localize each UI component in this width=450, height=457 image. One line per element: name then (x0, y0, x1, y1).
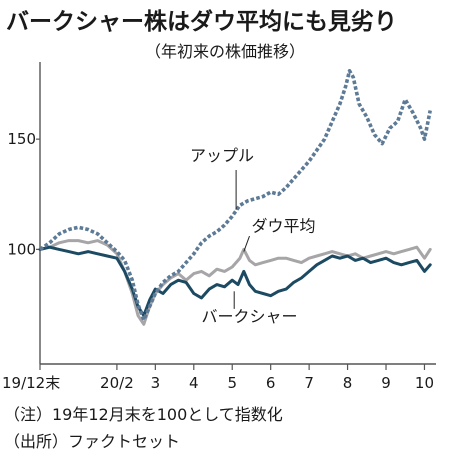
chart-series (38, 69, 432, 326)
chart-source: （出所）ファクトセット (4, 432, 181, 451)
x-tick-label: 4 (189, 374, 199, 392)
chart-axes (36, 62, 436, 370)
chart-tick-labels: 100 150 19/12末 20/2 3 4 5 6 7 8 9 10 (2, 130, 434, 392)
y-tick-label: 150 (7, 130, 36, 148)
x-tick-label: 8 (343, 374, 353, 392)
x-tick-label: 7 (304, 374, 314, 392)
x-tick-label: 6 (266, 374, 276, 392)
chart-title: バークシャー株はダウ平均にも見劣り (6, 9, 397, 35)
series-label-apple: アップル (190, 146, 254, 165)
series-line-apple (38, 69, 432, 322)
y-tick-label: 100 (7, 240, 36, 258)
x-tick-label: 10 (415, 374, 434, 392)
x-tick-label: 5 (227, 374, 237, 392)
x-tick-label: 19/12末 (2, 374, 60, 392)
chart-note: （注）19年12月末を100として指数化 (4, 405, 283, 424)
x-tick-label: 20/2 (100, 374, 134, 392)
chart-subtitle: （年初来の株価推移） (144, 42, 305, 61)
series-label-berkshire: バークシャー (201, 307, 297, 326)
series-line-berkshire (38, 245, 432, 317)
leader-line-dow (243, 235, 250, 252)
x-tick-label: 3 (151, 374, 161, 392)
series-label-dow: ダウ平均 (251, 217, 315, 236)
x-tick-label: 9 (381, 374, 391, 392)
